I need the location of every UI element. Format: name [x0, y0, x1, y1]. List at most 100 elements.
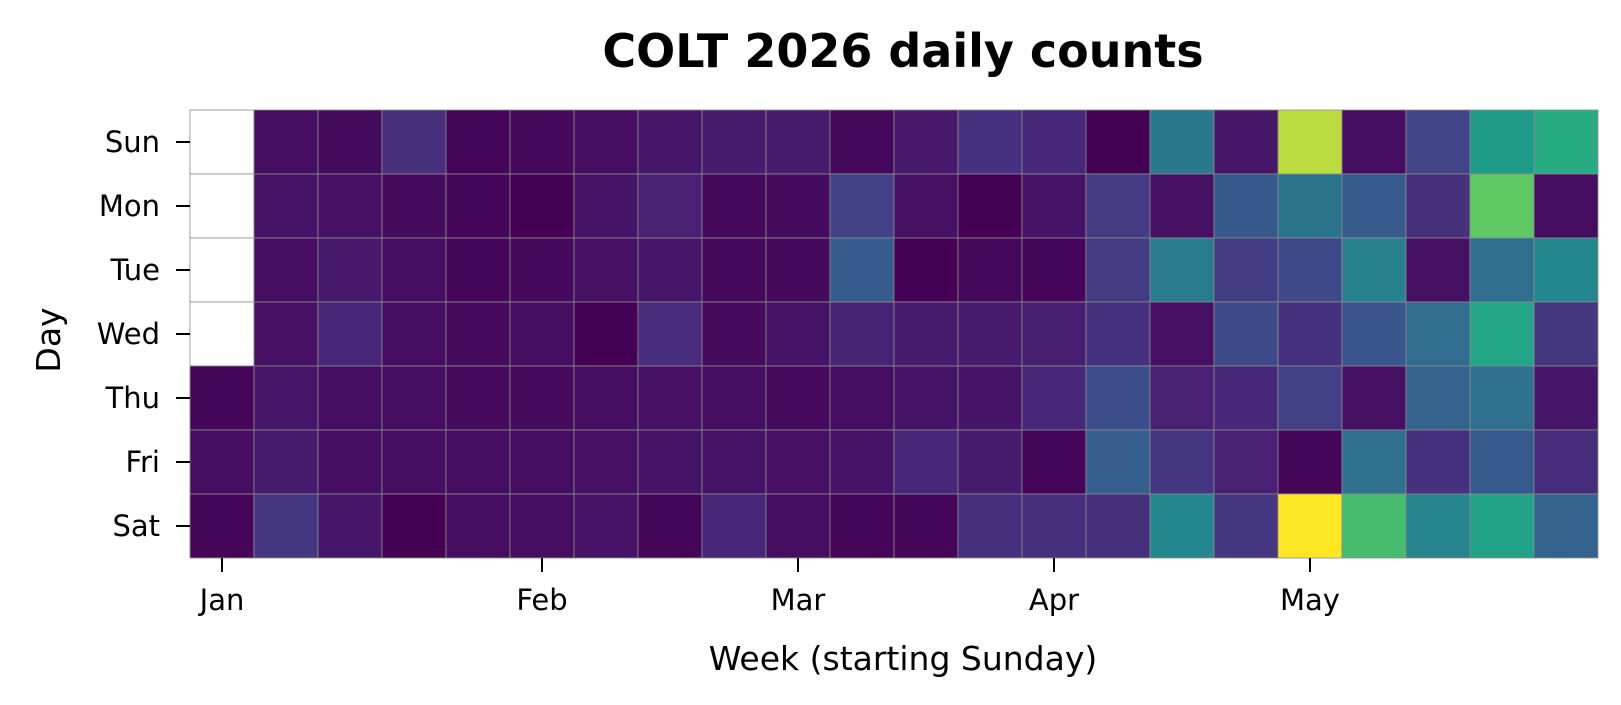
- heatmap-cell: [1341, 237, 1407, 303]
- heatmap-cell: [1533, 365, 1599, 431]
- heatmap-cell: [1085, 301, 1151, 367]
- heatmap-cell: [1213, 237, 1279, 303]
- heatmap-cell: [509, 301, 575, 367]
- heatmap-cell: [765, 429, 831, 495]
- heatmap-cell: [445, 365, 511, 431]
- heatmap-cells: [189, 109, 1599, 559]
- heatmap-cell: [637, 365, 703, 431]
- heatmap-cell: [765, 173, 831, 239]
- heatmap-cell: [1021, 173, 1087, 239]
- heatmap-cell: [765, 301, 831, 367]
- heatmap-cell: [1405, 301, 1471, 367]
- heatmap-cell: [1277, 237, 1343, 303]
- heatmap-cell: [1277, 365, 1343, 431]
- heatmap-cell: [957, 493, 1023, 559]
- heatmap-cell: [1213, 493, 1279, 559]
- heatmap-cell: [1469, 237, 1535, 303]
- heatmap-cell: [381, 429, 447, 495]
- heatmap-cell: [445, 237, 511, 303]
- heatmap-cell: [509, 365, 575, 431]
- heatmap-cell: [957, 301, 1023, 367]
- heatmap-cell: [701, 493, 767, 559]
- x-axis: Jan Feb Mar Apr May: [198, 558, 1340, 617]
- x-tick-label: May: [1280, 583, 1340, 617]
- heatmap-cell: [1149, 493, 1215, 559]
- heatmap-cell: [509, 429, 575, 495]
- heatmap-cell: [189, 301, 255, 367]
- heatmap-cell: [1341, 301, 1407, 367]
- heatmap-cell: [253, 365, 319, 431]
- heatmap-cell: [253, 429, 319, 495]
- heatmap-cell: [1085, 365, 1151, 431]
- heatmap-cell: [765, 109, 831, 175]
- heatmap-cell: [1021, 237, 1087, 303]
- heatmap-cell: [1213, 109, 1279, 175]
- heatmap-cell: [765, 365, 831, 431]
- heatmap-cell: [1213, 301, 1279, 367]
- heatmap-cell: [893, 365, 959, 431]
- heatmap-cell: [1469, 173, 1535, 239]
- x-tick-label: Apr: [1029, 583, 1079, 617]
- heatmap-cell: [957, 429, 1023, 495]
- heatmap-cell: [1149, 109, 1215, 175]
- heatmap-cell: [445, 173, 511, 239]
- heatmap-cell: [1405, 493, 1471, 559]
- heatmap-cell: [893, 301, 959, 367]
- x-tick-label: Mar: [771, 583, 826, 617]
- heatmap-cell: [317, 301, 383, 367]
- heatmap-cell: [1533, 237, 1599, 303]
- heatmap-cell: [1085, 109, 1151, 175]
- heatmap-cell: [1405, 429, 1471, 495]
- heatmap-cell: [1533, 301, 1599, 367]
- heatmap-cell: [1149, 301, 1215, 367]
- heatmap-cell: [189, 109, 255, 175]
- heatmap-cell: [1277, 173, 1343, 239]
- heatmap-cell: [1405, 237, 1471, 303]
- heatmap-cell: [1149, 429, 1215, 495]
- heatmap-cell: [317, 237, 383, 303]
- heatmap-cell: [637, 301, 703, 367]
- x-tick-label: Feb: [516, 583, 567, 617]
- heatmap-cell: [381, 109, 447, 175]
- y-tick-label: Thu: [105, 381, 160, 415]
- heatmap-cell: [573, 173, 639, 239]
- heatmap-cell: [445, 493, 511, 559]
- heatmap-cell: [253, 493, 319, 559]
- heatmap-cell: [957, 109, 1023, 175]
- heatmap-cell: [189, 173, 255, 239]
- heatmap-cell: [1469, 301, 1535, 367]
- heatmap-cell: [957, 237, 1023, 303]
- heatmap-cell: [573, 429, 639, 495]
- heatmap-cell: [1341, 173, 1407, 239]
- heatmap-cell: [1469, 429, 1535, 495]
- heatmap-cell: [1021, 301, 1087, 367]
- heatmap-cell: [445, 109, 511, 175]
- heatmap-cell: [1277, 301, 1343, 367]
- heatmap-cell: [1149, 365, 1215, 431]
- heatmap-cell: [253, 237, 319, 303]
- heatmap-cell: [1085, 173, 1151, 239]
- heatmap-cell: [445, 429, 511, 495]
- heatmap-cell: [893, 173, 959, 239]
- heatmap-cell: [1469, 109, 1535, 175]
- heatmap-cell: [1277, 109, 1343, 175]
- heatmap-cell: [957, 173, 1023, 239]
- x-axis-label: Week (starting Sunday): [709, 639, 1098, 678]
- heatmap-cell: [637, 109, 703, 175]
- heatmap-cell: [573, 493, 639, 559]
- heatmap-cell: [1405, 173, 1471, 239]
- heatmap-cell: [637, 493, 703, 559]
- heatmap-cell: [573, 237, 639, 303]
- heatmap-cell: [893, 237, 959, 303]
- heatmap-cell: [509, 493, 575, 559]
- heatmap-cell: [317, 109, 383, 175]
- y-tick-label: Sun: [105, 125, 160, 159]
- heatmap-cell: [893, 109, 959, 175]
- heatmap-cell: [317, 365, 383, 431]
- heatmap-cell: [189, 429, 255, 495]
- heatmap-cell: [1341, 365, 1407, 431]
- heatmap-cell: [701, 237, 767, 303]
- y-tick-label: Sat: [112, 509, 160, 543]
- heatmap-cell: [637, 237, 703, 303]
- heatmap-cell: [701, 365, 767, 431]
